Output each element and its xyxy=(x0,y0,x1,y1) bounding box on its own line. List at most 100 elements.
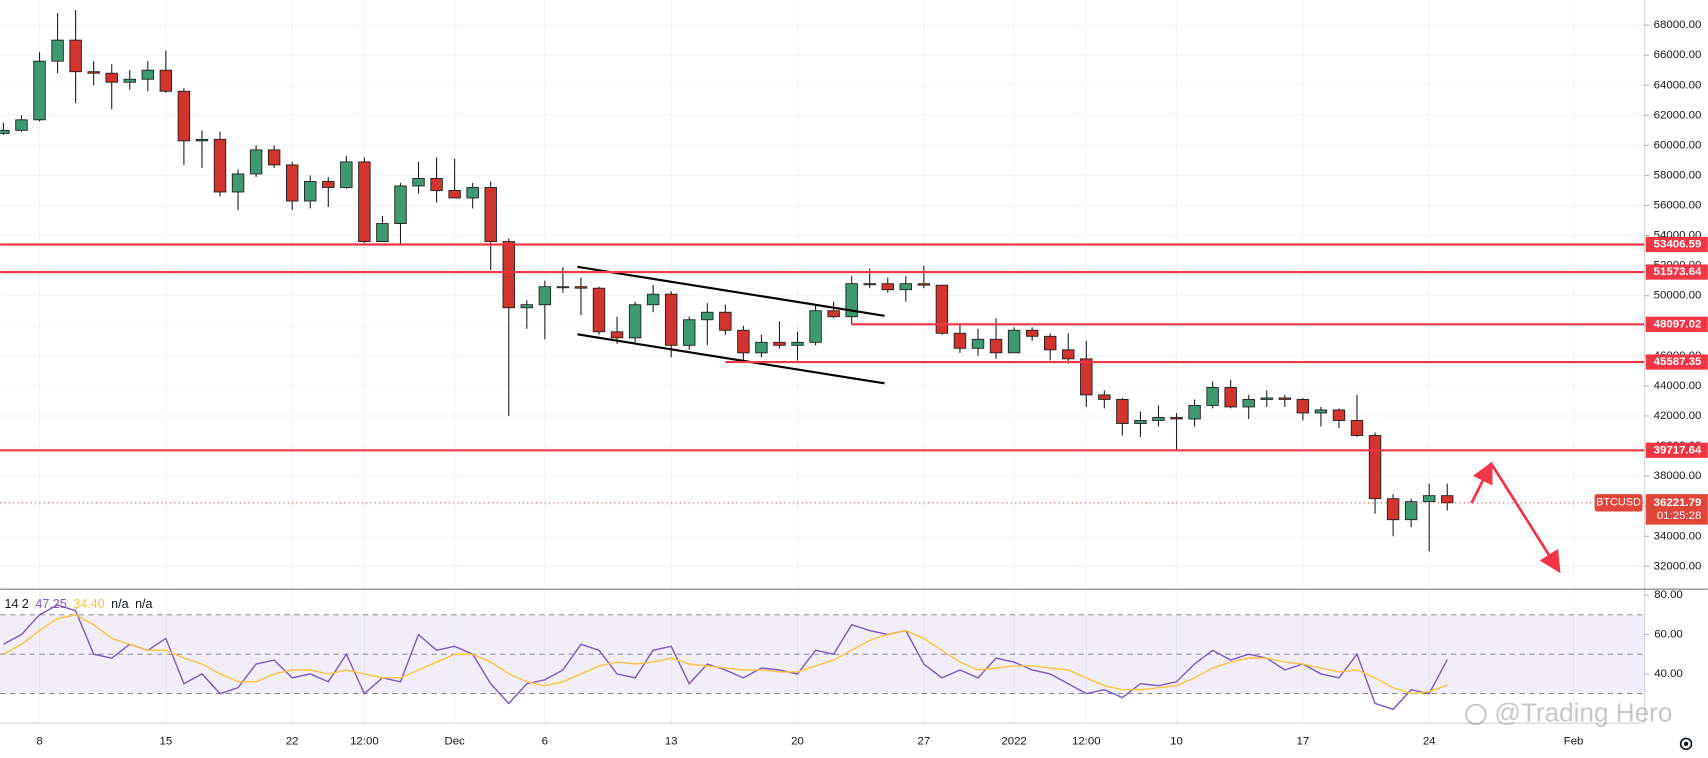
candle-body xyxy=(989,338,1003,354)
candle-body xyxy=(177,90,191,142)
candle-body xyxy=(448,190,461,199)
candle-body xyxy=(538,286,552,306)
candle-body xyxy=(33,60,46,121)
candle-body xyxy=(1062,349,1075,360)
level-label-box xyxy=(1645,354,1708,370)
candle-body xyxy=(1404,501,1418,521)
y-tick-label: 64000.00 xyxy=(1654,79,1702,91)
x-tick-label: 17 xyxy=(1296,736,1309,748)
x-tick-label: 12:00 xyxy=(1072,736,1101,748)
candle-body xyxy=(304,181,317,202)
candle-body xyxy=(719,311,732,331)
channel-upper xyxy=(577,265,885,317)
level-label: 48097.02 xyxy=(1654,318,1702,330)
candle-body xyxy=(1134,420,1147,424)
candle-body xyxy=(1278,397,1292,400)
candle-body xyxy=(971,338,985,349)
y-tick-label: 68000.00 xyxy=(1654,19,1702,31)
level-label-box xyxy=(1645,236,1708,253)
y-tick-label: 60.00 xyxy=(1654,629,1683,641)
candle-body xyxy=(1350,420,1364,436)
candle-body xyxy=(285,164,299,202)
candle-body xyxy=(0,129,10,134)
y-tick-label: 54000.00 xyxy=(1654,230,1702,242)
x-tick-label: 22 xyxy=(286,736,299,748)
countdown-label: 01:25:28 xyxy=(1657,510,1701,522)
settings-icon-center[interactable] xyxy=(1683,741,1689,747)
rsi-pane xyxy=(0,604,1645,711)
x-tick-label: 10 xyxy=(1170,736,1183,748)
symbol-tag xyxy=(1594,494,1643,512)
level-label: 51573.64 xyxy=(1654,266,1702,278)
watermark: @Trading Hero xyxy=(1465,697,1672,727)
rsi-legend-item: n/a xyxy=(111,597,128,611)
candle-body xyxy=(1206,386,1219,406)
candle-body xyxy=(394,185,407,224)
price-label: 36221.79 xyxy=(1654,497,1702,509)
candle-body xyxy=(231,173,245,193)
rsi-legend-item: 14 2 xyxy=(5,597,29,611)
watermark-text: @Trading Hero xyxy=(1494,697,1672,727)
y-tick-label: 56000.00 xyxy=(1654,200,1702,212)
candle-body xyxy=(628,304,642,339)
candle-body xyxy=(1422,495,1436,503)
candle-body xyxy=(123,78,136,83)
watermark-icon xyxy=(1465,703,1487,726)
settings-icon[interactable] xyxy=(1679,737,1693,751)
candle-body xyxy=(1080,358,1093,396)
candle-body xyxy=(51,39,64,62)
candle-body xyxy=(1170,417,1183,420)
candle-body xyxy=(141,69,155,80)
rsi-legend-item: 47.25 xyxy=(35,597,66,611)
candle-body xyxy=(340,161,353,188)
y-tick-label: 42000.00 xyxy=(1654,410,1702,422)
candle-body xyxy=(195,138,209,142)
candle-body xyxy=(556,286,570,289)
x-tick-label: 6 xyxy=(542,736,548,748)
y-tick-label: 58000.00 xyxy=(1654,169,1702,181)
candle-body xyxy=(213,138,227,193)
candle-body xyxy=(1332,409,1346,421)
candle-body xyxy=(1260,397,1273,400)
candle-body xyxy=(358,161,371,243)
candle-body xyxy=(1007,329,1021,354)
y-tick-label: 62000.00 xyxy=(1654,109,1702,121)
settings-button[interactable] xyxy=(1679,737,1693,751)
candle-body xyxy=(646,293,660,306)
arrow-up xyxy=(1470,461,1493,504)
level-label-box xyxy=(1645,264,1708,280)
level-label: 45587.35 xyxy=(1654,356,1702,368)
candle-body xyxy=(1441,495,1454,504)
rsi-line xyxy=(3,614,1448,695)
candle-body xyxy=(1386,498,1400,521)
candle-body xyxy=(267,149,281,166)
candle-body xyxy=(502,241,515,309)
candle-body xyxy=(1188,405,1201,420)
price-tag xyxy=(1645,494,1708,525)
candle-body xyxy=(1314,409,1328,414)
candle-body xyxy=(1368,435,1382,500)
candle-body xyxy=(466,187,479,199)
candle-body xyxy=(1098,394,1111,400)
grid xyxy=(0,0,1645,724)
candles xyxy=(0,10,1454,552)
x-tick-label: 15 xyxy=(159,736,172,748)
candle-body xyxy=(863,283,876,286)
x-tick-label: Feb xyxy=(1564,736,1584,748)
candle-body xyxy=(87,71,100,74)
candle-body xyxy=(1043,335,1057,351)
x-tick-label: 8 xyxy=(36,736,42,748)
candle-body xyxy=(412,178,425,187)
x-tick-label: Dec xyxy=(444,736,465,748)
axes: 32000.0034000.0036000.0038000.0040000.00… xyxy=(5,19,1708,748)
candle-body xyxy=(1242,398,1255,408)
candle-body xyxy=(105,72,118,83)
y-tick-label: 80.00 xyxy=(1654,589,1683,601)
candle-body xyxy=(664,293,678,346)
candle-body xyxy=(1224,386,1237,408)
candle-body xyxy=(610,331,624,339)
candle-body xyxy=(592,287,606,333)
rsi-legend-item: 34.40 xyxy=(73,597,104,611)
candle-body xyxy=(809,310,822,343)
